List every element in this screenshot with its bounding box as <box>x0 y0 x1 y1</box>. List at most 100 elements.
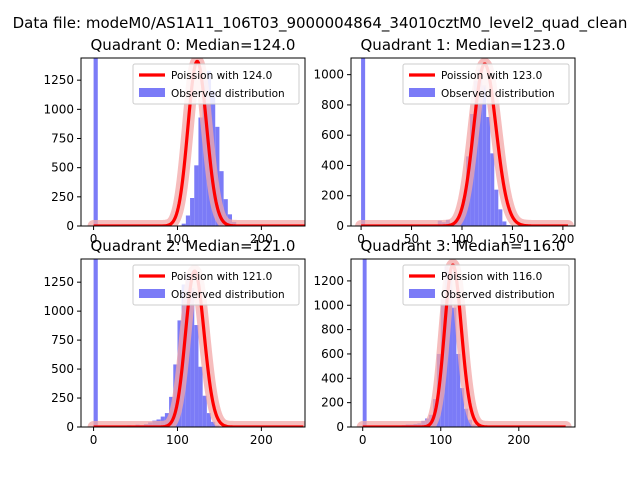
plot-area <box>356 259 572 427</box>
y-tick-label: 400 <box>321 371 344 385</box>
x-tick-label: 0 <box>90 232 98 246</box>
histogram-bar <box>478 68 483 226</box>
y-tick-label: 600 <box>321 347 344 361</box>
x-tick-label: 100 <box>451 232 474 246</box>
histogram-bar <box>498 209 503 226</box>
axes-frame <box>80 57 306 227</box>
y-tick-label: 1000 <box>313 68 344 82</box>
histogram-bar <box>190 287 195 427</box>
y-tick-label: 400 <box>321 158 344 172</box>
y-tick-label: 750 <box>51 333 74 347</box>
y-tick-label: 1200 <box>313 274 344 288</box>
legend-label-poisson: Poission with 116.0 <box>441 271 542 283</box>
histogram-bar <box>198 117 203 226</box>
axis-ticks: 0 50 100 150 200 0 200 400 600 800 1000 <box>313 68 574 246</box>
legend-label-histogram: Observed distribution <box>441 289 555 301</box>
axis-ticks: 0 100 200 0 250 500 750 1000 1250 <box>43 73 272 246</box>
legend: Poission with 124.0 Observed distribution <box>132 63 300 105</box>
legend-label-histogram: Observed distribution <box>441 88 555 100</box>
y-tick-label: 200 <box>321 189 344 203</box>
histogram-bar <box>464 408 469 427</box>
axes-frame <box>80 258 306 428</box>
legend-swatch-histogram <box>139 88 165 97</box>
legend: Poission with 123.0 Observed distribution <box>402 63 570 105</box>
x-tick-label: 200 <box>551 232 574 246</box>
y-tick-label: 200 <box>321 396 344 410</box>
x-tick-label: 0 <box>357 232 365 246</box>
y-tick-label: 1250 <box>43 73 74 87</box>
histogram-bar <box>198 366 203 427</box>
y-tick-label: 600 <box>321 128 344 142</box>
legend-label-histogram: Observed distribution <box>171 88 285 100</box>
axes-frame <box>350 57 576 227</box>
histogram-bar <box>486 117 491 226</box>
poisson-curve <box>361 263 567 427</box>
legend-label-histogram: Observed distribution <box>171 289 285 301</box>
y-tick-label: 800 <box>321 323 344 337</box>
y-tick-label: 1000 <box>43 102 74 116</box>
histogram-bar <box>460 388 465 427</box>
histogram-bar <box>185 215 191 226</box>
legend-label-poisson: Poission with 121.0 <box>171 271 272 283</box>
subplot-3: 0 100 200 0 200 400 600 800 1000 1200 Quadrant 3: … <box>313 237 576 447</box>
x-tick-label: 100 <box>166 232 189 246</box>
y-tick-label: 0 <box>336 219 344 233</box>
x-tick-label: 100 <box>429 433 452 447</box>
histogram-bar <box>202 395 207 427</box>
y-tick-label: 0 <box>66 219 74 233</box>
legend-box <box>132 264 300 306</box>
legend-box <box>132 63 300 105</box>
subplot-1: 0 50 100 150 200 0 200 400 600 800 1000 Quadrant 1:… <box>313 36 576 246</box>
axis-ticks: 0 100 200 0 200 400 600 800 1000 1200 <box>313 274 530 447</box>
x-tick-label: 200 <box>250 232 273 246</box>
legend-label-poisson: Poission with 123.0 <box>441 70 542 82</box>
axes-frame <box>350 258 576 428</box>
subplot-title: Quadrant 3: Median=116.0 <box>361 237 566 255</box>
histogram-bar <box>448 274 453 427</box>
legend-swatch-histogram <box>409 289 435 298</box>
subplot-title: Quadrant 0: Median=124.0 <box>91 36 296 54</box>
histogram-bar <box>211 421 216 427</box>
histogram-bar <box>93 58 98 226</box>
subplot-title: Quadrant 2: Median=121.0 <box>91 237 296 255</box>
histogram-bar <box>502 221 507 226</box>
x-tick-label: 200 <box>507 433 530 447</box>
y-tick-label: 500 <box>51 161 74 175</box>
histogram-bar <box>194 165 199 226</box>
legend: Poission with 116.0 Observed distribution <box>402 264 570 306</box>
x-tick-label: 200 <box>250 433 273 447</box>
y-tick-label: 1000 <box>43 304 74 318</box>
legend: Poission with 121.0 Observed distribution <box>132 264 300 306</box>
histogram-bar <box>456 353 461 427</box>
y-tick-label: 750 <box>51 132 74 146</box>
x-tick-label: 0 <box>359 433 367 447</box>
legend-swatch-histogram <box>409 88 435 97</box>
figure-suptitle: Data file: modeM0/AS1A11_106T03_90000048… <box>13 14 628 33</box>
histogram-bar <box>219 171 224 226</box>
legend-label-poisson: Poission with 124.0 <box>171 70 272 82</box>
legend-box <box>402 63 570 105</box>
y-tick-label: 0 <box>336 420 344 434</box>
histogram-bar <box>362 259 367 427</box>
y-tick-label: 500 <box>51 362 74 376</box>
y-tick-label: 250 <box>51 391 74 405</box>
x-tick-label: 0 <box>90 433 98 447</box>
histogram-bar <box>452 307 457 427</box>
histogram-bar <box>206 413 212 427</box>
legend-swatch-histogram <box>139 289 165 298</box>
subplot-title: Quadrant 1: Median=123.0 <box>361 36 566 54</box>
y-tick-label: 800 <box>321 98 344 112</box>
histogram-bar <box>181 223 186 226</box>
subplot-0: 0 100 200 0 250 500 750 1000 1250 Quadrant 0: Med… <box>43 36 306 246</box>
histogram-bar <box>223 199 228 226</box>
y-tick-label: 1000 <box>313 298 344 312</box>
y-tick-label: 0 <box>66 420 74 434</box>
histogram-bar <box>190 198 195 226</box>
histogram-bar <box>93 259 98 427</box>
x-tick-label: 50 <box>404 232 419 246</box>
histogram-bar <box>194 325 199 427</box>
histogram-bar <box>482 85 487 226</box>
subplot-2: 0 100 200 0 250 500 750 1000 1250 Quadrant 2: Med… <box>43 237 306 447</box>
